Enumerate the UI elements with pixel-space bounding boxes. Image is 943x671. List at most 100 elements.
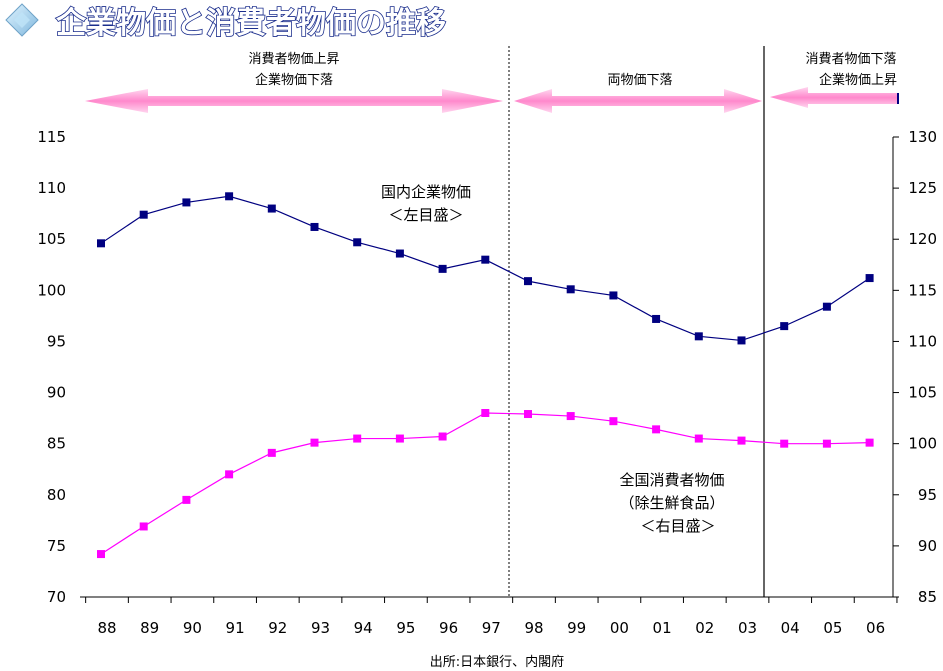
right-axis-tick-label: 125: [908, 179, 937, 197]
series-1-point: [524, 277, 532, 286]
series-2-note2: ＜右目盛＞: [640, 517, 715, 535]
left-axis-tick-label: 110: [37, 179, 66, 197]
series-2-point: [139, 522, 148, 531]
series-1-point: [822, 302, 831, 311]
x-axis-tick-label: 03: [738, 619, 757, 637]
period-3-arrow: [770, 87, 899, 108]
left-axis-tick-label: 95: [47, 332, 66, 350]
series-2-point: [481, 409, 490, 417]
series-1-point: [267, 204, 276, 213]
right-axis-tick-label: 130: [908, 128, 937, 146]
left-axis-tick-label: 70: [47, 588, 66, 606]
series-2-point: [182, 495, 191, 504]
source-note: 出所:日本銀行、内閣府: [430, 654, 564, 670]
x-axis-tick-label: 96: [439, 619, 458, 637]
x-axis-tick-label: 99: [567, 619, 586, 637]
series-2-point: [780, 439, 789, 448]
right-axis-tick-label: 120: [908, 230, 937, 248]
left-axis-tick-label: 75: [47, 537, 66, 555]
period-2-arrow: [514, 89, 762, 113]
x-axis-tick-label: 05: [823, 619, 842, 637]
series-1-point: [225, 192, 234, 201]
series-2-point: [395, 434, 404, 443]
right-axis-tick-label: 115: [908, 281, 937, 299]
x-axis-tick-label: 92: [268, 619, 287, 637]
x-axis-tick-label: 90: [183, 619, 202, 637]
series-1-point: [652, 314, 661, 323]
x-axis-tick-label: 98: [524, 619, 543, 637]
period-3-label-1: 消費者物価下落: [805, 52, 896, 67]
x-axis-tick-label: 06: [866, 619, 885, 637]
series-2-point: [566, 412, 575, 421]
right-axis-tick-label: 90: [918, 537, 937, 555]
period-3-label-2: 企業物価上昇: [819, 72, 897, 88]
series-1-line: [100, 195, 870, 342]
series-2-point: [438, 432, 447, 441]
period-2-label: 両物価下落: [607, 73, 672, 88]
left-axis-tick-label: 100: [37, 281, 66, 299]
x-axis-tick-label: 88: [97, 619, 116, 637]
series-2-point: [310, 438, 319, 447]
series-1-point: [609, 291, 618, 300]
right-axis-tick-label: 95: [918, 486, 937, 504]
series-1-point: [737, 336, 746, 345]
series-1-point: [694, 332, 703, 341]
left-axis-ticks: 70 75 80 85 90 95 100 105 110 115: [37, 128, 66, 606]
right-axis-ticks: 85 90 95 100 105 110 115 120 125 130: [893, 128, 937, 606]
series-1-point: [395, 249, 404, 258]
series-2-line: [100, 412, 870, 555]
series-1-name: 国内企業物価: [381, 183, 471, 201]
left-axis-tick-label: 115: [37, 128, 66, 146]
left-axis-tick-label: 105: [37, 230, 66, 248]
x-axis-tick-label: 97: [482, 619, 501, 637]
series-1-point: [310, 222, 319, 231]
series-2-note: （除生鮮食品）: [619, 494, 724, 512]
series-1-point: [139, 210, 148, 219]
series-2-point: [353, 434, 362, 443]
series-1-point: [438, 264, 447, 273]
right-axis-tick-label: 110: [908, 332, 937, 350]
series-layer: [97, 192, 874, 559]
x-axis-tick-label: 01: [653, 619, 672, 637]
series-2-point: [524, 410, 532, 419]
series-2-point: [267, 448, 276, 457]
series-1-point: [97, 239, 105, 248]
x-axis-tick-label: 04: [781, 619, 800, 637]
series-1-point: [865, 274, 874, 283]
x-axis-ticks: 88 89 90 91 92 93 94 95 96 97 98 99 00 01 02 03 04 05 06: [85, 597, 898, 637]
x-axis-tick-label: 93: [311, 619, 330, 637]
series-2-point: [822, 439, 831, 448]
series-2-point: [694, 434, 703, 443]
right-axis-tick-label: 100: [908, 435, 937, 453]
series-1-point: [566, 285, 575, 294]
x-axis-tick-label: 89: [140, 619, 159, 637]
series-2-name: 全国消費者物価: [619, 471, 724, 489]
x-axis-tick-label: 02: [695, 619, 714, 637]
series-1-point: [353, 238, 362, 247]
period-1-arrow: [85, 89, 503, 113]
left-axis-tick-label: 90: [47, 384, 66, 402]
x-axis-tick-label: 91: [226, 619, 245, 637]
period-1-label-1: 消費者物価上昇: [248, 52, 339, 67]
series-2-point: [609, 417, 618, 426]
x-axis-tick-label: 00: [610, 619, 629, 637]
left-axis-tick-label: 85: [47, 435, 66, 453]
series-1-point: [780, 322, 789, 331]
series-2-point: [865, 438, 874, 447]
chart-title: 企業物価と消費者物価の推移: [56, 6, 446, 41]
series-2-point: [652, 425, 661, 434]
series-1-point: [182, 198, 191, 207]
x-axis-tick-label: 94: [354, 619, 373, 637]
series-1-point: [481, 255, 490, 264]
series-2-point: [97, 550, 105, 559]
period-1-label-2: 企業物価下落: [255, 72, 333, 88]
x-axis-tick-label: 95: [396, 619, 415, 637]
right-axis-tick-label: 105: [908, 384, 937, 402]
right-axis-tick-label: 85: [918, 588, 937, 606]
left-axis-tick-label: 80: [47, 486, 66, 504]
series-2-point: [225, 470, 234, 479]
series-1-note: ＜左目盛＞: [388, 206, 463, 224]
title-diamond-icon: [5, 3, 39, 37]
series-2-point: [737, 436, 746, 445]
